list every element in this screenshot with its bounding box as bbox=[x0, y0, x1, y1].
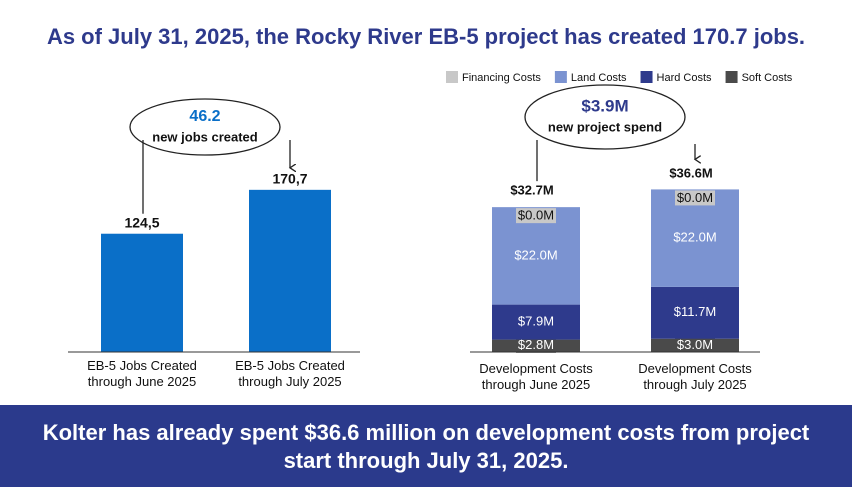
value-label: 170,7 bbox=[272, 171, 307, 187]
footer: Kolter has already spent $36.6 million o… bbox=[42, 420, 810, 473]
annotation-value: 46.2 bbox=[189, 108, 220, 125]
segment-label: $0.0M bbox=[518, 208, 554, 223]
segment-label: $2.8M bbox=[518, 337, 554, 352]
label-box bbox=[675, 190, 715, 206]
label-box bbox=[675, 338, 715, 353]
total-label: $36.6M bbox=[669, 165, 712, 180]
legend-swatch bbox=[725, 71, 738, 83]
label-box bbox=[516, 208, 556, 224]
legend-swatch bbox=[640, 71, 653, 83]
x-tick-label: Development Costs through July 2025 bbox=[638, 361, 752, 392]
legend-swatch bbox=[446, 71, 458, 83]
legend-label: Financing Costs bbox=[462, 72, 541, 84]
x-tick-label: Development Costs through June 2025 bbox=[479, 361, 593, 392]
annotation-text: new project spend bbox=[548, 119, 662, 134]
charts: 124,5 170,7 46.2 new jobs created Financing … bbox=[68, 71, 793, 353]
annotation-bubble bbox=[129, 98, 281, 156]
bar-segment bbox=[651, 286, 739, 339]
bar bbox=[101, 233, 183, 352]
x-tick-label: EB-5 Jobs Created through July 2025 bbox=[235, 358, 345, 389]
legend-label: Land Costs bbox=[571, 72, 627, 84]
bar-segment bbox=[492, 207, 580, 305]
annotation-value: $3.9M bbox=[581, 96, 628, 115]
footer-band: Kolter has already spent $36.6 million o… bbox=[0, 405, 852, 487]
legend-swatch bbox=[554, 71, 567, 83]
segment-label: $3.0M bbox=[677, 337, 713, 352]
headline: As of July 31, 2025, the Rocky River EB-… bbox=[46, 24, 806, 49]
legend-label: Soft Costs bbox=[742, 72, 793, 84]
annotation-text: new jobs created bbox=[152, 129, 258, 144]
legend-label: Hard Costs bbox=[657, 72, 713, 84]
value-label: 124,5 bbox=[124, 214, 159, 230]
segment-label: $11.7M bbox=[674, 304, 716, 319]
bar-segment bbox=[492, 304, 580, 340]
bar-segment bbox=[651, 189, 739, 287]
annotation-bubble bbox=[524, 84, 686, 150]
segment-label: $22.0M bbox=[514, 247, 557, 262]
x-tick-label: EB-5 Jobs Created through June 2025 bbox=[87, 358, 197, 389]
label-box bbox=[516, 338, 556, 353]
bar bbox=[249, 189, 331, 352]
segment-label: $7.9M bbox=[518, 314, 554, 329]
segment-label: $22.0M bbox=[673, 230, 716, 245]
segment-label: $0.0M bbox=[677, 190, 713, 205]
total-label: $32.7M bbox=[510, 183, 553, 198]
